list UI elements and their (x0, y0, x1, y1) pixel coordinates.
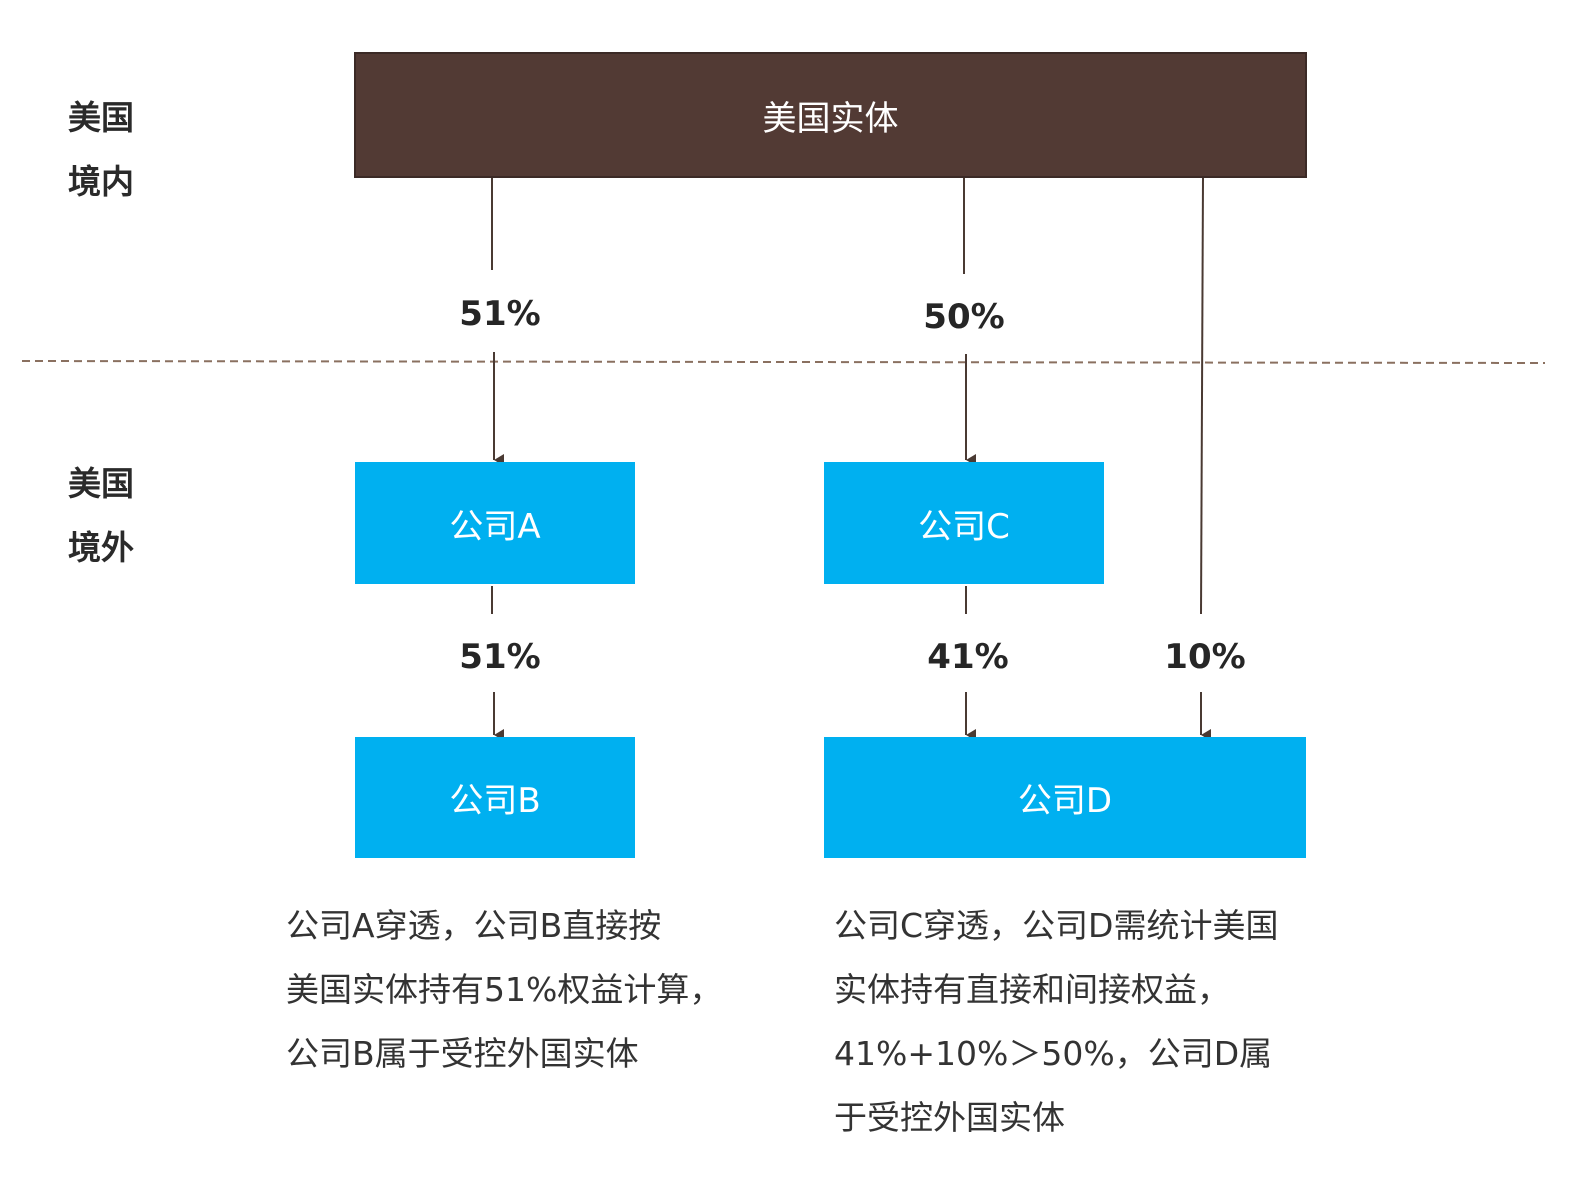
note-left-line: 公司B属于受控外国实体 (286, 1034, 639, 1073)
note-right-line: 实体持有直接和间接权益， (834, 970, 1230, 1009)
connector-parent-d-long (1200, 177, 1204, 615)
pct-c-to-d: 41% (927, 637, 1009, 677)
region-foreign-line1: 美国 (68, 464, 134, 503)
note-left: 公司A穿透，公司B直接按 美国实体持有51%权益计算， 公司B属于受控外国实体 (286, 894, 722, 1086)
company-a-label: 公司A (449, 506, 541, 547)
note-right-line: 于受控外国实体 (834, 1098, 1065, 1137)
note-right-line: 41%+10%＞50%，公司D属 (834, 1034, 1273, 1073)
note-left-line: 公司A穿透，公司B直接按 (286, 906, 662, 945)
region-foreign-line2: 境外 (68, 528, 134, 567)
parent-entity-box: 美国实体 (354, 52, 1307, 178)
note-right-line: 公司C穿透，公司D需统计美国 (834, 906, 1279, 945)
pct-parent-to-d: 10% (1164, 637, 1246, 677)
company-c-label: 公司C (918, 506, 1010, 547)
company-d-box: 公司D (824, 737, 1306, 858)
pct-parent-to-c: 50% (923, 297, 1005, 337)
region-domestic-line1: 美国 (68, 98, 134, 137)
company-a-box: 公司A (355, 462, 635, 584)
note-left-line: 美国实体持有51%权益计算， (286, 970, 723, 1009)
parent-entity-label: 美国实体 (762, 98, 899, 139)
pct-parent-to-a: 51% (459, 294, 541, 334)
note-right: 公司C穿透，公司D需统计美国 实体持有直接和间接权益， 41%+10%＞50%，… (834, 894, 1278, 1150)
region-label-foreign: 美国 境外 (68, 452, 158, 580)
border-divider-line (21, 360, 1546, 364)
company-b-box: 公司B (355, 737, 635, 858)
company-c-box: 公司C (824, 462, 1104, 584)
company-b-label: 公司B (449, 781, 541, 821)
region-label-domestic: 美国 境内 (68, 86, 158, 214)
region-domestic-line2: 境内 (68, 162, 134, 201)
company-d-label: 公司D (1017, 781, 1113, 821)
pct-a-to-b: 51% (459, 637, 541, 677)
